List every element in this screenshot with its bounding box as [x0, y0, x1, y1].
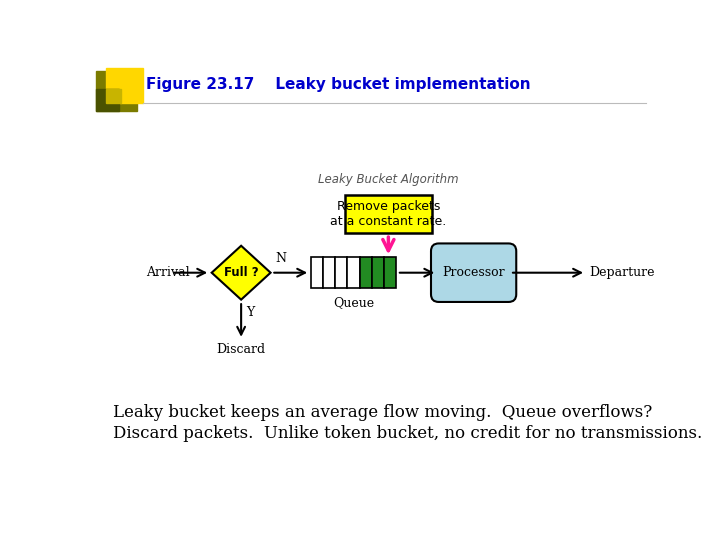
Text: Discard: Discard: [217, 343, 266, 356]
Text: Departure: Departure: [589, 266, 654, 279]
Bar: [336, 257, 348, 288]
Text: Y: Y: [246, 306, 254, 319]
FancyBboxPatch shape: [345, 195, 432, 233]
FancyBboxPatch shape: [431, 244, 516, 302]
Bar: [348, 257, 359, 288]
Text: Leaky bucket keeps an average flow moving.  Queue overflows?: Leaky bucket keeps an average flow movin…: [113, 403, 652, 421]
Bar: [323, 257, 336, 288]
Text: N: N: [275, 252, 287, 265]
Bar: [96, 71, 137, 111]
Text: Remove packets
at a constant rate.: Remove packets at a constant rate.: [330, 200, 446, 228]
Text: Discard packets.  Unlike token bucket, no credit for no transmissions.: Discard packets. Unlike token bucket, no…: [113, 425, 703, 442]
Bar: [96, 90, 120, 111]
Polygon shape: [212, 246, 271, 300]
Text: Full ?: Full ?: [224, 266, 258, 279]
Bar: [372, 257, 384, 288]
Text: Queue: Queue: [333, 296, 374, 309]
Bar: [106, 90, 121, 103]
Bar: [106, 68, 143, 103]
Text: Arrival: Arrival: [145, 266, 189, 279]
Bar: [359, 257, 372, 288]
Bar: [311, 257, 323, 288]
Text: Processor: Processor: [442, 266, 505, 279]
Text: Leaky Bucket Algorithm: Leaky Bucket Algorithm: [318, 173, 459, 186]
Text: Figure 23.17    Leaky bucket implementation: Figure 23.17 Leaky bucket implementation: [145, 77, 531, 92]
Bar: [384, 257, 396, 288]
